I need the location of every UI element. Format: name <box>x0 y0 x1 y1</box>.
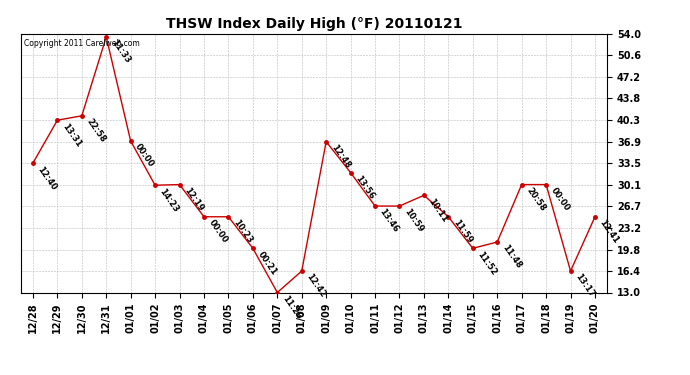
Text: 13:31: 13:31 <box>60 122 83 148</box>
Text: 13:17: 13:17 <box>573 272 596 299</box>
Title: THSW Index Daily High (°F) 20110121: THSW Index Daily High (°F) 20110121 <box>166 17 462 31</box>
Text: 12:19: 12:19 <box>182 186 205 213</box>
Text: 11:52: 11:52 <box>475 250 498 277</box>
Text: Copyright 2011 Carelweb.com: Copyright 2011 Carelweb.com <box>23 39 139 48</box>
Text: 10:23: 10:23 <box>231 218 254 245</box>
Text: 20:58: 20:58 <box>524 186 547 213</box>
Text: 13:46: 13:46 <box>378 207 400 234</box>
Text: 12:48: 12:48 <box>329 143 352 170</box>
Text: 11:48: 11:48 <box>500 243 523 270</box>
Text: 11:33: 11:33 <box>109 38 132 65</box>
Text: 12:40: 12:40 <box>36 165 59 192</box>
Text: 10:11: 10:11 <box>426 197 449 224</box>
Text: 12:41: 12:41 <box>598 218 620 245</box>
Text: 11:59: 11:59 <box>451 218 474 245</box>
Text: 00:00: 00:00 <box>549 186 571 213</box>
Text: 13:56: 13:56 <box>353 174 376 201</box>
Text: 00:00: 00:00 <box>133 142 156 169</box>
Text: 10:59: 10:59 <box>402 207 425 234</box>
Text: 22:58: 22:58 <box>85 117 107 144</box>
Text: 11:26: 11:26 <box>280 294 303 321</box>
Text: 00:00: 00:00 <box>207 218 229 245</box>
Text: 14:23: 14:23 <box>158 187 181 214</box>
Text: 12:42: 12:42 <box>304 272 327 300</box>
Text: 00:21: 00:21 <box>255 250 278 277</box>
